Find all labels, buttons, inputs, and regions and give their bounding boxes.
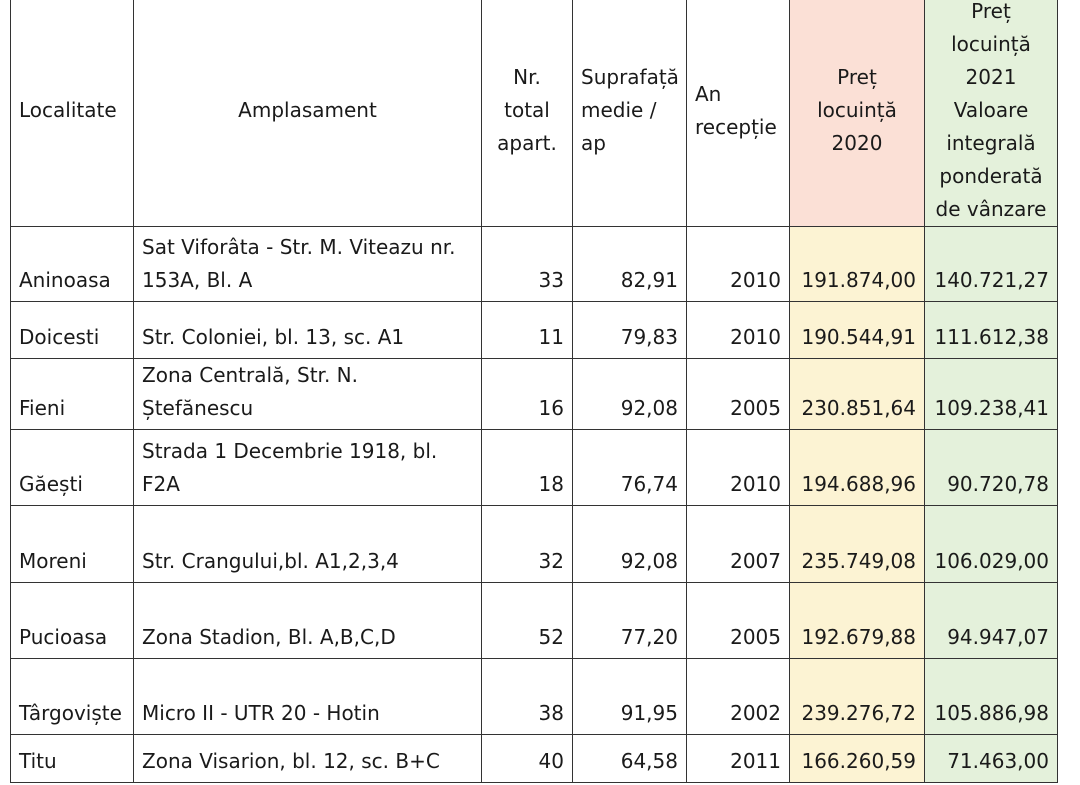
cell-localitate: Târgoviște (10, 658, 134, 735)
cell-nr: 38 (481, 658, 573, 735)
cell-pret-2020: 190.544,91 (789, 301, 925, 359)
cell-an: 2005 (686, 358, 790, 430)
cell-pret-2021: 140.721,27 (924, 226, 1058, 302)
header-amplasament: Amplasament (133, 0, 482, 227)
table-row: Moreni Str. Crangului,bl. A1,2,3,4 32 92… (10, 505, 1058, 583)
cell-pret-2020: 235.749,08 (789, 505, 925, 583)
table-row: Pucioasa Zona Stadion, Bl. A,B,C,D 52 77… (10, 582, 1058, 659)
cell-amplasament: Str. Crangului,bl. A1,2,3,4 (133, 505, 482, 583)
cell-amplasament: Sat Viforâta - Str. M. Viteazu nr. 153A,… (133, 226, 482, 302)
cell-an: 2010 (686, 301, 790, 359)
cell-pret-2021: 106.029,00 (924, 505, 1058, 583)
cell-localitate: Titu (10, 734, 134, 783)
table-row: Fieni Zona Centrală, Str. N. Ștefănescu … (10, 358, 1058, 430)
cell-nr: 11 (481, 301, 573, 359)
header-pret-2020: Preț locuință 2020 (789, 0, 925, 227)
cell-amplasament: Strada 1 Decembrie 1918, bl. F2A (133, 429, 482, 506)
cell-localitate: Aninoasa (10, 226, 134, 302)
cell-pret-2020: 192.679,88 (789, 582, 925, 659)
cell-an: 2010 (686, 429, 790, 506)
cell-nr: 18 (481, 429, 573, 506)
cell-an: 2007 (686, 505, 790, 583)
cell-nr: 40 (481, 734, 573, 783)
cell-pret-2021: 109.238,41 (924, 358, 1058, 430)
cell-suprafata: 79,83 (572, 301, 687, 359)
cell-nr: 16 (481, 358, 573, 430)
housing-price-table: Localitate Amplasament Nr. total apart. … (10, 0, 1058, 783)
header-an-receptie: An recepție (686, 0, 790, 227)
cell-an: 2011 (686, 734, 790, 783)
cell-pret-2020: 166.260,59 (789, 734, 925, 783)
cell-pret-2020: 194.688,96 (789, 429, 925, 506)
cell-localitate: Găești (10, 429, 134, 506)
cell-amplasament: Str. Coloniei, bl. 13, sc. A1 (133, 301, 482, 359)
cell-amplasament: Zona Visarion, bl. 12, sc. B+C (133, 734, 482, 783)
cell-an: 2002 (686, 658, 790, 735)
cell-suprafata: 92,08 (572, 358, 687, 430)
cell-amplasament: Zona Stadion, Bl. A,B,C,D (133, 582, 482, 659)
table-row: Târgoviște Micro II - UTR 20 - Hotin 38 … (10, 658, 1058, 735)
header-localitate: Localitate (10, 0, 134, 227)
cell-localitate: Moreni (10, 505, 134, 583)
header-suprafata: Suprafață medie / ap (572, 0, 687, 227)
cell-an: 2005 (686, 582, 790, 659)
cell-localitate: Pucioasa (10, 582, 134, 659)
cell-suprafata: 76,74 (572, 429, 687, 506)
cell-pret-2021: 90.720,78 (924, 429, 1058, 506)
cell-pret-2021: 71.463,00 (924, 734, 1058, 783)
cell-nr: 33 (481, 226, 573, 302)
cell-suprafata: 91,95 (572, 658, 687, 735)
cell-suprafata: 82,91 (572, 226, 687, 302)
header-pret-2021: Preț locuință 2021 Valoare integrală pon… (924, 0, 1058, 227)
cell-pret-2021: 105.886,98 (924, 658, 1058, 735)
table-header-row: Localitate Amplasament Nr. total apart. … (10, 0, 1058, 227)
table-row: Aninoasa Sat Viforâta - Str. M. Viteazu … (10, 226, 1058, 302)
cell-localitate: Doicesti (10, 301, 134, 359)
cell-amplasament: Zona Centrală, Str. N. Ștefănescu (133, 358, 482, 430)
cell-suprafata: 77,20 (572, 582, 687, 659)
cell-an: 2010 (686, 226, 790, 302)
cell-pret-2021: 111.612,38 (924, 301, 1058, 359)
table-row: Doicesti Str. Coloniei, bl. 13, sc. A1 1… (10, 301, 1058, 359)
cell-nr: 52 (481, 582, 573, 659)
cell-suprafata: 64,58 (572, 734, 687, 783)
cell-suprafata: 92,08 (572, 505, 687, 583)
cell-pret-2020: 230.851,64 (789, 358, 925, 430)
cell-nr: 32 (481, 505, 573, 583)
cell-localitate: Fieni (10, 358, 134, 430)
cell-pret-2020: 239.276,72 (789, 658, 925, 735)
header-nr-total: Nr. total apart. (481, 0, 573, 227)
cell-amplasament: Micro II - UTR 20 - Hotin (133, 658, 482, 735)
table-row: Găești Strada 1 Decembrie 1918, bl. F2A … (10, 429, 1058, 506)
cell-pret-2020: 191.874,00 (789, 226, 925, 302)
cell-pret-2021: 94.947,07 (924, 582, 1058, 659)
table-row: Titu Zona Visarion, bl. 12, sc. B+C 40 6… (10, 734, 1058, 783)
